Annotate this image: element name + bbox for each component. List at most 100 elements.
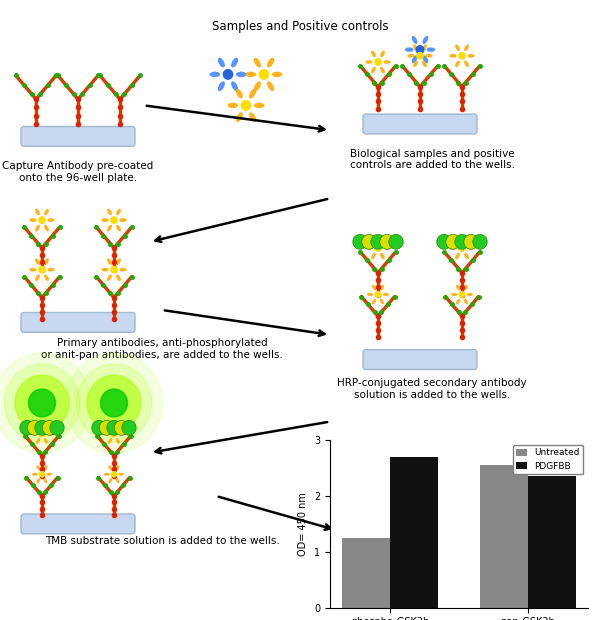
Ellipse shape: [422, 55, 428, 63]
Ellipse shape: [254, 81, 261, 91]
Ellipse shape: [380, 299, 384, 304]
Circle shape: [241, 100, 251, 110]
Ellipse shape: [47, 432, 53, 436]
Ellipse shape: [119, 268, 127, 272]
Ellipse shape: [455, 237, 460, 243]
Ellipse shape: [254, 58, 261, 68]
Text: Samples and Positive controls: Samples and Positive controls: [212, 20, 388, 33]
Ellipse shape: [35, 275, 40, 281]
Ellipse shape: [31, 432, 37, 436]
Ellipse shape: [456, 299, 460, 304]
Ellipse shape: [44, 209, 49, 215]
Ellipse shape: [118, 473, 124, 476]
Ellipse shape: [464, 253, 469, 259]
Ellipse shape: [455, 45, 460, 51]
Circle shape: [0, 353, 91, 453]
Circle shape: [115, 420, 129, 435]
Ellipse shape: [383, 60, 391, 64]
Circle shape: [87, 375, 141, 431]
Ellipse shape: [254, 103, 265, 108]
Ellipse shape: [108, 438, 112, 444]
Ellipse shape: [116, 465, 119, 471]
Circle shape: [459, 245, 465, 251]
Text: Biological samples and positive
controls are added to the wells.: Biological samples and positive controls…: [349, 149, 515, 170]
Ellipse shape: [227, 103, 238, 108]
Ellipse shape: [365, 246, 373, 250]
Ellipse shape: [109, 465, 112, 471]
Text: Graph and Data Analysis: Graph and Data Analysis: [393, 588, 531, 598]
Circle shape: [29, 389, 56, 417]
Ellipse shape: [47, 218, 55, 222]
Ellipse shape: [218, 81, 225, 91]
Circle shape: [100, 420, 114, 435]
Circle shape: [92, 420, 106, 435]
Ellipse shape: [32, 473, 38, 476]
Ellipse shape: [231, 81, 238, 91]
Circle shape: [28, 420, 42, 435]
Ellipse shape: [425, 54, 433, 58]
Ellipse shape: [249, 112, 256, 122]
Ellipse shape: [272, 72, 283, 77]
Ellipse shape: [412, 55, 418, 63]
Ellipse shape: [231, 58, 238, 68]
Circle shape: [437, 234, 451, 249]
Ellipse shape: [413, 61, 418, 67]
Ellipse shape: [101, 218, 109, 222]
Circle shape: [389, 234, 403, 249]
Ellipse shape: [107, 275, 112, 281]
Ellipse shape: [464, 299, 468, 304]
Circle shape: [353, 234, 367, 249]
Ellipse shape: [267, 81, 274, 91]
Ellipse shape: [116, 259, 121, 265]
Ellipse shape: [455, 253, 460, 259]
Ellipse shape: [367, 293, 373, 296]
Circle shape: [223, 69, 233, 79]
Ellipse shape: [116, 209, 121, 215]
Ellipse shape: [467, 293, 473, 296]
Text: Capture Antibody pre-coated
onto the 96-well plate.: Capture Antibody pre-coated onto the 96-…: [2, 161, 154, 183]
Ellipse shape: [449, 246, 457, 250]
Ellipse shape: [44, 465, 47, 471]
Ellipse shape: [37, 465, 40, 471]
Circle shape: [112, 472, 116, 477]
Ellipse shape: [422, 61, 427, 67]
Circle shape: [65, 353, 163, 453]
Circle shape: [375, 291, 381, 298]
Ellipse shape: [371, 253, 376, 259]
Circle shape: [4, 364, 80, 442]
Ellipse shape: [108, 424, 112, 430]
Circle shape: [15, 375, 69, 431]
Circle shape: [50, 420, 64, 435]
Ellipse shape: [380, 237, 385, 243]
Ellipse shape: [380, 285, 384, 290]
Y-axis label: OD= 450 nm: OD= 450 nm: [298, 492, 308, 556]
Ellipse shape: [35, 259, 40, 265]
Bar: [479, 465, 528, 608]
Circle shape: [455, 234, 469, 249]
Ellipse shape: [116, 424, 120, 430]
Circle shape: [111, 431, 117, 437]
Ellipse shape: [451, 293, 457, 296]
Ellipse shape: [267, 58, 274, 68]
Circle shape: [473, 234, 487, 249]
Ellipse shape: [372, 285, 376, 290]
Circle shape: [76, 364, 152, 442]
Ellipse shape: [380, 51, 385, 57]
Ellipse shape: [422, 36, 428, 44]
Circle shape: [35, 420, 49, 435]
Ellipse shape: [107, 209, 112, 215]
Circle shape: [39, 267, 45, 273]
Ellipse shape: [380, 253, 385, 259]
Ellipse shape: [371, 51, 376, 57]
Ellipse shape: [119, 432, 125, 436]
Ellipse shape: [383, 246, 391, 250]
Ellipse shape: [36, 424, 40, 430]
Ellipse shape: [407, 54, 415, 58]
Circle shape: [380, 234, 394, 249]
Circle shape: [375, 245, 381, 251]
Ellipse shape: [29, 218, 37, 222]
Circle shape: [39, 431, 45, 437]
Circle shape: [417, 53, 423, 59]
Circle shape: [111, 217, 117, 223]
Ellipse shape: [236, 72, 247, 77]
